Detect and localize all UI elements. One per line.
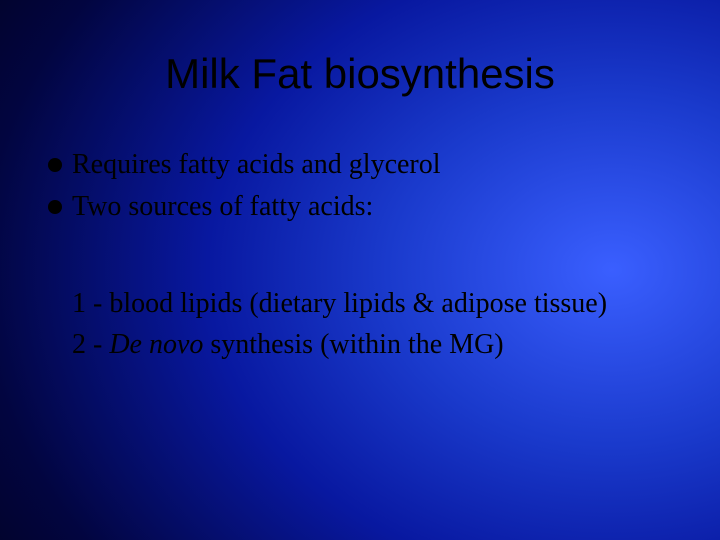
item-prefix: 2 -	[72, 329, 109, 360]
item-text: blood lipids (dietary lipids & adipose t…	[109, 288, 607, 319]
bullet-item: Requires fatty acids and glycerol	[48, 146, 680, 184]
numbered-item: 1 - blood lipids (dietary lipids & adipo…	[72, 284, 680, 323]
numbered-list: 1 - blood lipids (dietary lipids & adipo…	[48, 284, 680, 364]
item-rest: synthesis (within the MG)	[203, 329, 503, 360]
bullet-text: Two sources of fatty acids:	[72, 188, 373, 226]
bullet-icon	[48, 158, 62, 172]
bullet-item: Two sources of fatty acids:	[48, 188, 680, 226]
slide: Milk Fat biosynthesis Requires fatty aci…	[0, 0, 720, 540]
numbered-item: 2 - De novo synthesis (within the MG)	[72, 325, 680, 364]
item-prefix: 1 -	[72, 288, 109, 319]
bullet-icon	[48, 200, 62, 214]
item-italic: De novo	[109, 329, 203, 360]
slide-content: Requires fatty acids and glycerol Two so…	[40, 146, 680, 364]
slide-title: Milk Fat biosynthesis	[40, 50, 680, 98]
bullet-text: Requires fatty acids and glycerol	[72, 146, 441, 184]
